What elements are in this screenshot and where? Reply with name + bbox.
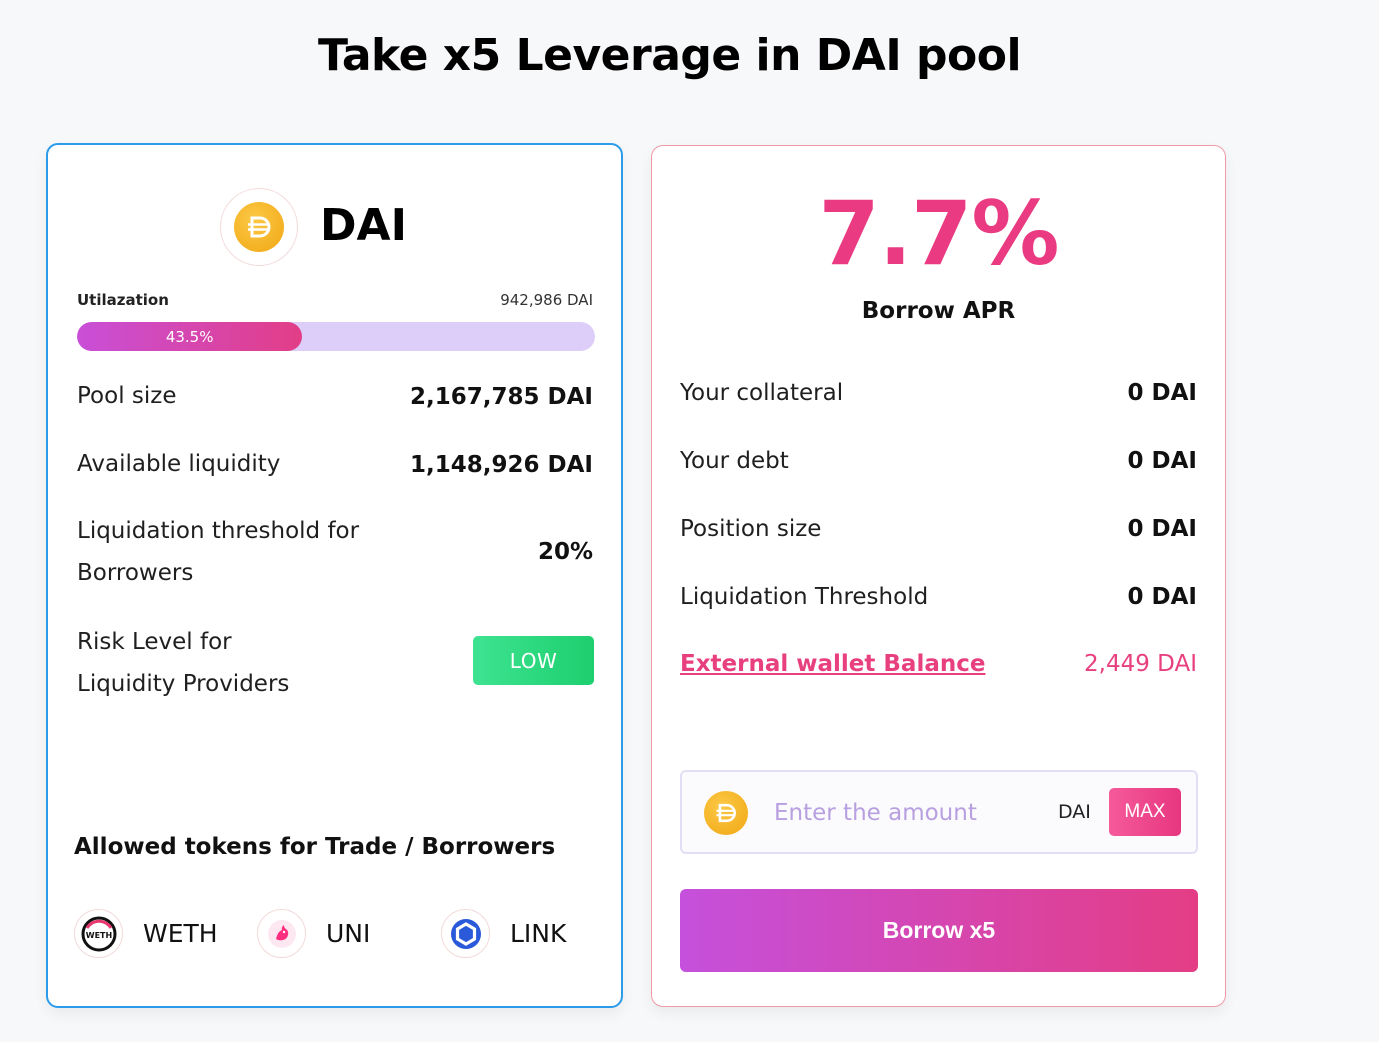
external-wallet-balance-value: 2,449 DAI: [1084, 651, 1197, 677]
available-liquidity-value: 1,148,926 DAI: [410, 452, 593, 478]
risk-level-label-line1: Risk Level for: [77, 629, 232, 655]
liquidation-threshold-label: Liquidation Threshold: [680, 584, 929, 610]
amount-input-box: DAI MAX: [680, 770, 1198, 854]
your-collateral-value: 0 DAI: [1127, 380, 1197, 406]
allowed-token-link: LINK: [441, 909, 566, 958]
borrow-apr-label: Borrow APR: [861, 298, 1016, 324]
amount-unit: DAI: [1058, 801, 1091, 823]
pool-token-icon-wrap: [220, 188, 298, 266]
pool-info-card: DAI Utilazation 942,986 DAI 43.5% Pool s…: [46, 143, 623, 1008]
uni-icon: [257, 909, 306, 958]
allowed-tokens-title: Allowed tokens for Trade / Borrowers: [74, 834, 556, 860]
your-debt-value: 0 DAI: [1127, 448, 1197, 474]
page-title: Take x5 Leverage in DAI pool: [318, 30, 1022, 81]
position-size-value: 0 DAI: [1127, 516, 1197, 542]
utilization-bar-fill: 43.5%: [77, 322, 303, 351]
link-icon: [441, 909, 490, 958]
utilization-label: Utilazation: [77, 291, 169, 309]
risk-level-badge: LOW: [473, 636, 594, 685]
allowed-token-label: LINK: [510, 919, 567, 948]
liquidation-threshold-value: 0 DAI: [1127, 584, 1197, 610]
pool-name: DAI: [320, 200, 407, 251]
allowed-token-weth: WETH WETH: [74, 909, 218, 958]
allowed-token-uni: UNI: [257, 909, 370, 958]
liquidation-threshold-value: 20%: [537, 539, 593, 565]
max-button[interactable]: MAX: [1109, 788, 1181, 836]
pool-size-label: Pool size: [77, 383, 177, 409]
svg-text:WETH: WETH: [85, 931, 111, 940]
position-size-label: Position size: [680, 516, 822, 542]
liquidation-threshold-label-line2: Borrowers: [77, 560, 194, 586]
pool-size-value: 2,167,785 DAI: [410, 384, 593, 410]
external-wallet-balance-link[interactable]: External wallet Balance: [680, 651, 986, 677]
borrow-apr-value: 7.7%: [818, 182, 1059, 285]
borrow-submit-button[interactable]: Borrow x5: [680, 889, 1198, 972]
borrow-card: 7.7% Borrow APR Your collateral 0 DAI Yo…: [651, 145, 1226, 1007]
amount-input[interactable]: [774, 794, 1034, 832]
allowed-token-label: UNI: [326, 919, 371, 948]
risk-level-label-line2: Liquidity Providers: [77, 671, 290, 697]
utilization-amount: 942,986 DAI: [500, 291, 593, 309]
weth-icon: WETH: [74, 909, 123, 958]
liquidation-threshold-label-line1: Liquidation threshold for: [77, 518, 360, 544]
dai-coin-icon: [234, 202, 284, 252]
dai-coin-icon: [704, 791, 748, 835]
utilization-bar: 43.5%: [77, 322, 595, 351]
your-debt-label: Your debt: [680, 448, 789, 474]
allowed-token-label: WETH: [143, 919, 218, 948]
available-liquidity-label: Available liquidity: [77, 451, 281, 477]
utilization-percent: 43.5%: [165, 327, 214, 346]
your-collateral-label: Your collateral: [680, 380, 844, 406]
